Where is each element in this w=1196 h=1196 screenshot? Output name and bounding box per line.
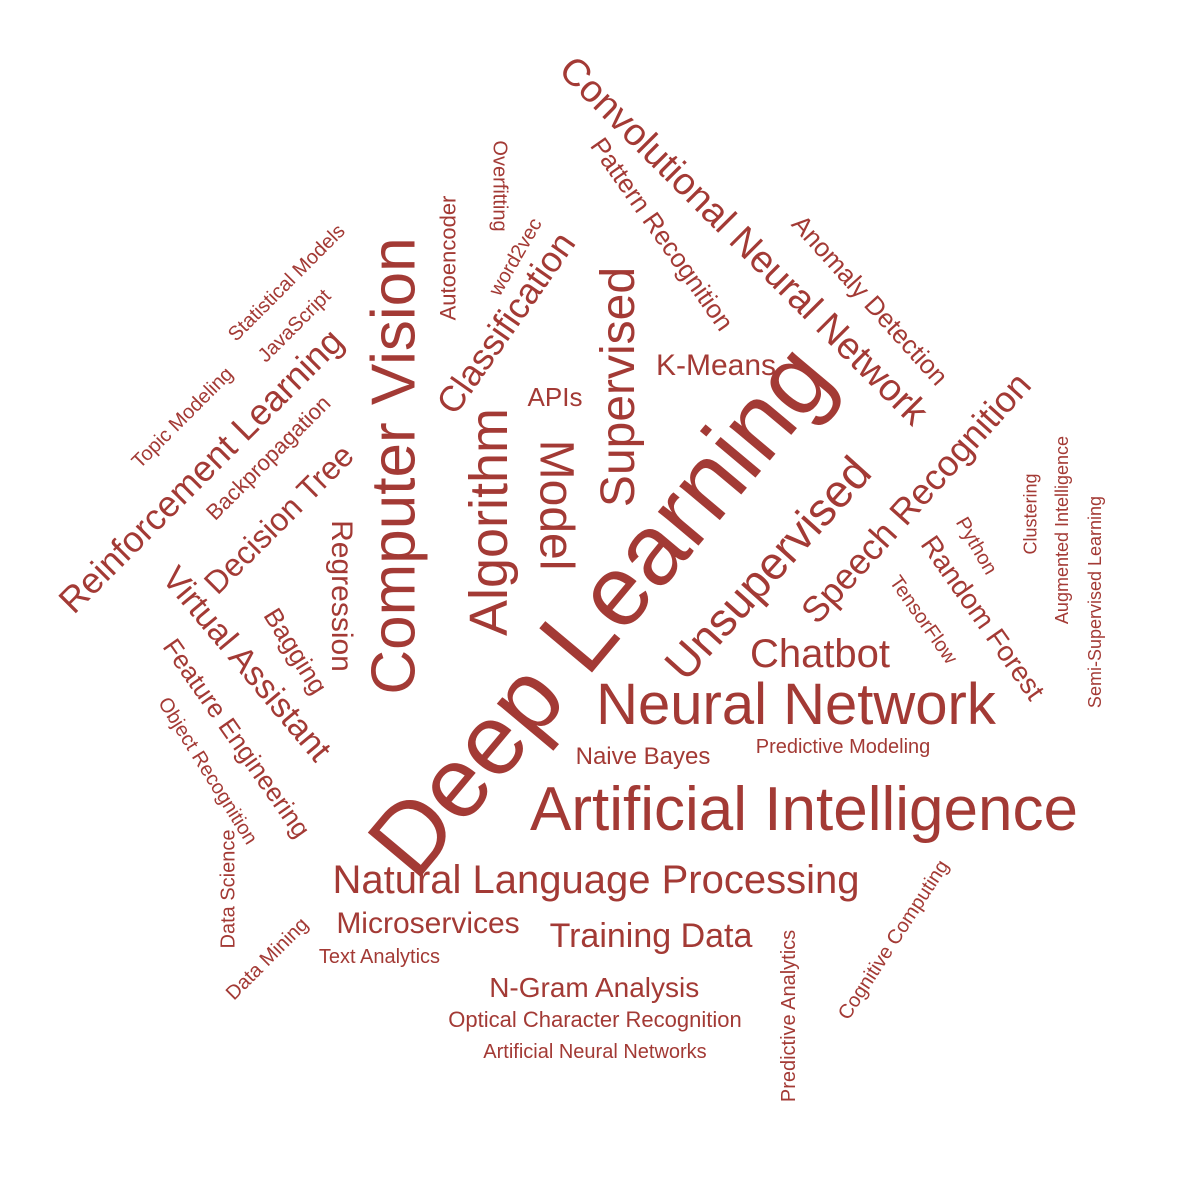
word-autoencoder: Autoencoder [434, 195, 460, 321]
word-model: Model [528, 439, 582, 571]
word-training-data: Training Data [549, 917, 753, 955]
word-neural-network: Neural Network [596, 672, 996, 737]
word-supervised: Supervised [591, 266, 645, 508]
word-algorithm: Algorithm [458, 407, 519, 637]
word-k-means: K-Means [655, 349, 777, 382]
word-chatbot: Chatbot [749, 632, 891, 676]
word-data-science: Data Science [217, 829, 239, 949]
word-n-gram-analysis: N-Gram Analysis [489, 972, 700, 1003]
word-computer-vision: Computer Vision [359, 237, 429, 695]
word-naive-bayes: Naive Bayes [575, 743, 711, 770]
word-artificial-intelligence: Artificial Intelligence [530, 775, 1078, 844]
word-apis: APIs [527, 382, 583, 412]
word-augmented-intelligence: Augmented Intelligence [1051, 435, 1072, 625]
word-optical-character-recognition: Optical Character Recognition [448, 1007, 742, 1032]
word-overfitting: Overfitting [489, 140, 511, 232]
word-semi-supervised-learning: Semi-Supervised Learning [1085, 495, 1105, 709]
word-regression: Regression [325, 520, 358, 672]
word-text-analytics: Text Analytics [318, 946, 441, 968]
word-artificial-neural-networks: Artificial Neural Networks [483, 1041, 707, 1063]
word-natural-language-processing: Natural Language Processing [332, 858, 860, 902]
word-predictive-analytics: Predictive Analytics [778, 929, 801, 1103]
word-predictive-modeling: Predictive Modeling [755, 736, 931, 758]
word-microservices: Microservices [336, 907, 520, 940]
word-clustering: Clustering [1020, 473, 1041, 555]
